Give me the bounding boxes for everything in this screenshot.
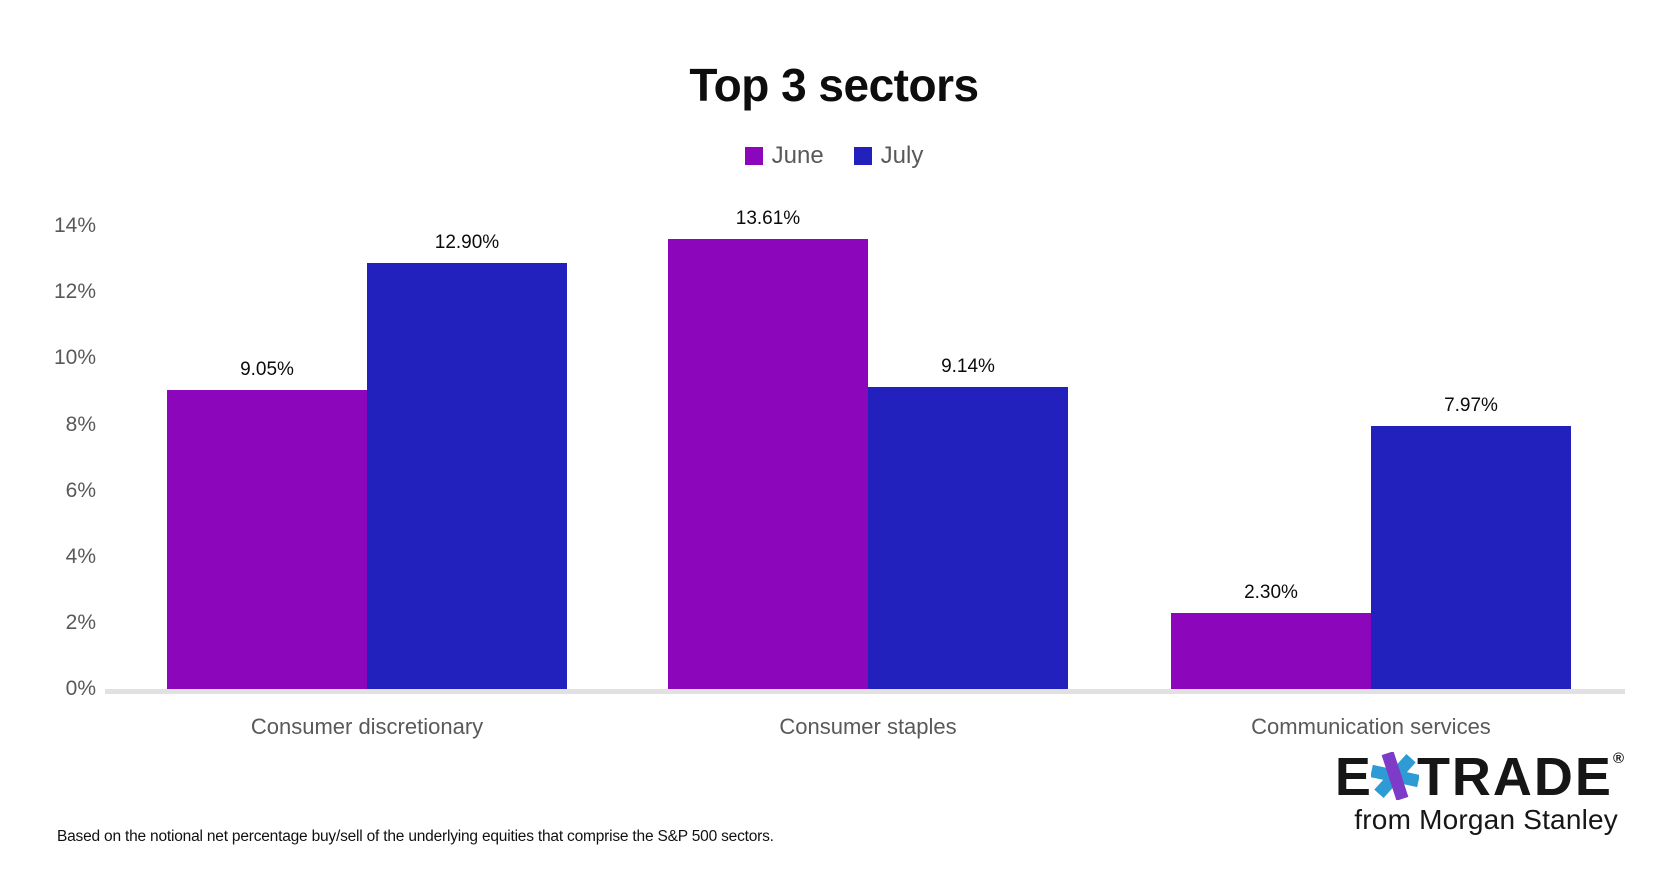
bar-june-communication-services (1171, 612, 1371, 689)
bar-june-consumer-discretionary (167, 389, 367, 689)
category-label-consumer-staples: Consumer staples (779, 714, 957, 739)
legend-swatch-june (744, 147, 763, 165)
legend-item-june: June (744, 142, 824, 170)
legend-label-july: July (880, 142, 924, 169)
y-tick-12: 12% (53, 280, 96, 304)
value-label-july-consumer-discretionary: 12.90% (434, 231, 500, 253)
etrade-wordmark: E TRADE ® (1335, 750, 1624, 804)
registered-mark: ® (1612, 750, 1624, 767)
y-tick-4: 4% (65, 544, 96, 568)
legend-label-june: June (771, 142, 824, 169)
logo-text-e: E (1334, 747, 1373, 807)
etrade-asterisk-icon (1370, 752, 1419, 800)
y-tick-8: 8% (65, 412, 96, 436)
value-label-june-consumer-staples: 13.61% (735, 208, 801, 230)
y-tick-14: 14% (53, 214, 96, 238)
logo-tagline: from Morgan Stanley (1354, 804, 1618, 835)
bar-june-consumer-staples (668, 239, 868, 689)
x-axis-line (105, 689, 1625, 694)
chart-title: Top 3 sectors (689, 59, 979, 111)
category-label-communication-services: Communication services (1251, 714, 1491, 739)
y-tick-2: 2% (65, 610, 96, 634)
value-label-june-consumer-discretionary: 9.05% (240, 358, 294, 380)
value-label-june-communication-services: 2.30% (1244, 581, 1298, 603)
category-label-consumer-discretionary: Consumer discretionary (250, 714, 484, 739)
footnote: Based on the notional net percentage buy… (57, 828, 774, 845)
bar-july-consumer-discretionary (367, 262, 567, 689)
legend-swatch-july (853, 147, 872, 165)
bar-july-communication-services (1371, 425, 1571, 689)
y-tick-10: 10% (53, 346, 96, 370)
logo-text-trade: TRADE (1416, 747, 1613, 807)
y-tick-6: 6% (65, 478, 96, 502)
value-label-july-consumer-staples: 9.14% (941, 355, 995, 377)
etrade-logo: E TRADE ® from Morgan Stanley (1335, 750, 1624, 836)
y-tick-0: 0% (65, 677, 96, 700)
legend-item-july: July (853, 142, 924, 170)
value-label-july-communication-services: 7.97% (1444, 394, 1498, 416)
bar-july-consumer-staples (868, 386, 1068, 689)
chart-legend: June July (0, 142, 1668, 170)
